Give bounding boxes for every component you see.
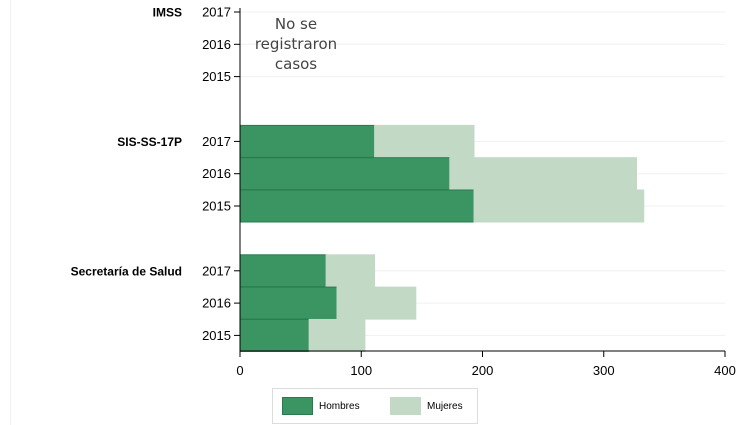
y-tick-label: 2017	[202, 263, 231, 278]
y-tick-label: 2017	[202, 134, 231, 149]
x-tick-label: 100	[350, 363, 372, 378]
y-tick-label: 2016	[202, 166, 231, 181]
no-data-note: registraron	[255, 35, 337, 53]
bar-mujeres	[336, 286, 417, 320]
y-tick-label: 2015	[202, 69, 231, 84]
bar-mujeres	[308, 318, 366, 352]
bar-mujeres	[374, 124, 475, 158]
group-label: IMSS	[153, 6, 182, 20]
left-divider	[10, 0, 11, 425]
bar-hombres	[239, 254, 327, 288]
legend-item-hombres: Hombres	[282, 397, 360, 415]
bar-hombres	[239, 124, 376, 158]
legend-swatch-mujeres	[390, 397, 421, 415]
legend-label-mujeres: Mujeres	[427, 400, 463, 412]
bar-hombres	[239, 157, 451, 191]
x-tick-label: 400	[714, 363, 736, 378]
legend: Hombres Mujeres	[272, 388, 478, 424]
y-tick-label: 2017	[202, 5, 231, 20]
group-label: SIS-SS-17P	[117, 135, 182, 149]
bar-hombres	[239, 286, 338, 320]
legend-item-mujeres: Mujeres	[390, 397, 463, 415]
no-data-note: casos	[275, 55, 317, 73]
x-tick-label: 200	[472, 363, 494, 378]
y-tick-label: 2016	[202, 296, 231, 311]
no-data-note: No se	[275, 15, 317, 33]
x-tick-label: 0	[236, 363, 243, 378]
legend-swatch-hombres	[282, 397, 313, 415]
bar-mujeres	[449, 157, 637, 191]
stacked-bar-chart: 2017 2016 2015 IMSS 2017 2016 2015 SIS-SS-17P 20…	[71, 5, 736, 379]
y-tick-label: 2015	[202, 328, 231, 343]
bar-hombres	[239, 318, 310, 352]
bar-mujeres	[473, 189, 645, 223]
bar-mujeres	[325, 254, 376, 288]
y-tick-label: 2016	[202, 37, 231, 52]
legend-label-hombres: Hombres	[319, 400, 360, 412]
bar-hombres	[239, 189, 475, 223]
group-label: Secretaría de Salud	[71, 264, 182, 278]
x-tick-label: 300	[593, 363, 615, 378]
y-tick-label: 2015	[202, 199, 231, 214]
